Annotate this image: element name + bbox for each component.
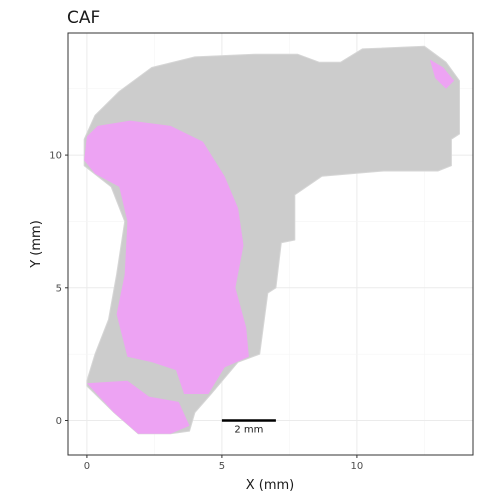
- y-tick-label: 10: [49, 151, 62, 162]
- caf-region: [429, 59, 455, 89]
- caf-region: [84, 120, 249, 394]
- y-axis-label: Y (mm): [29, 220, 44, 269]
- plot-panel-border: [67, 32, 474, 456]
- y-tick-label: 5: [56, 283, 62, 294]
- caf-cells: [84, 59, 455, 434]
- x-tick-label: 0: [84, 461, 90, 472]
- scale-bar: 2 mm: [221, 419, 276, 435]
- chart-title: CAF: [67, 8, 100, 28]
- x-tick-label: 10: [351, 461, 364, 472]
- x-tick-label: 5: [219, 461, 225, 472]
- scale-bar-label: 2 mm: [234, 424, 263, 435]
- caf-region: [86, 380, 190, 434]
- x-axis-label: X (mm): [246, 478, 295, 493]
- y-axis: 0 5 10: [49, 151, 68, 427]
- y-tick-label: 0: [56, 416, 62, 427]
- x-axis: 0 5 10: [84, 455, 364, 472]
